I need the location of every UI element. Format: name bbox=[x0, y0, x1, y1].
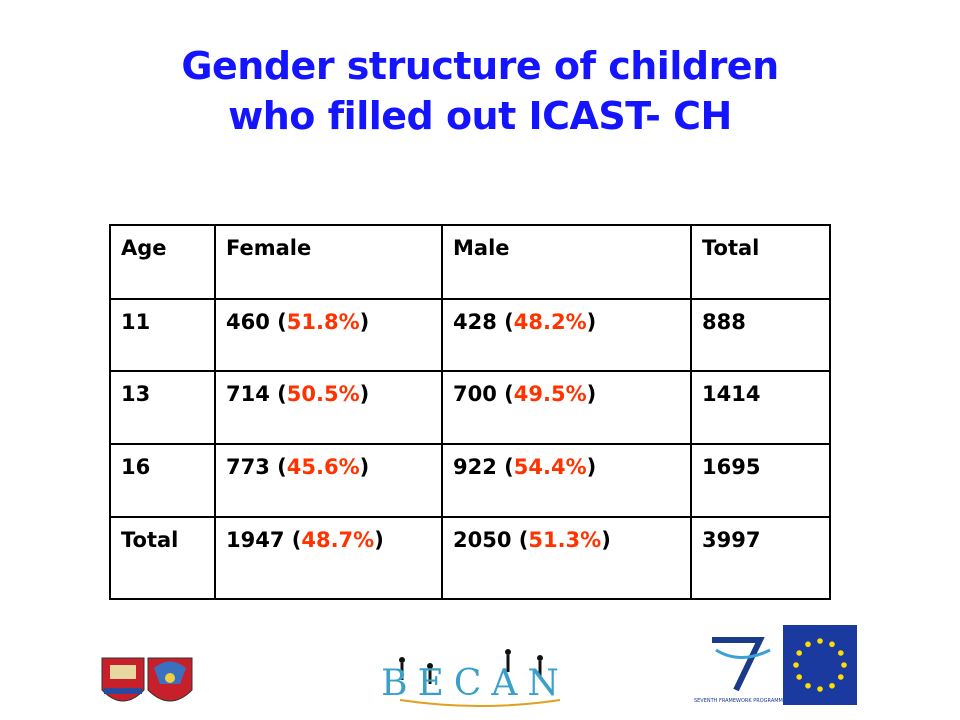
cell-text: Total bbox=[121, 528, 179, 552]
cell-text: 1947 ( bbox=[226, 528, 302, 552]
table-cell: 16 bbox=[109, 443, 216, 518]
header-cell: Age bbox=[109, 224, 216, 300]
percentage: 49.5% bbox=[513, 382, 587, 406]
percentage: 48.2% bbox=[513, 310, 587, 334]
star bbox=[837, 650, 844, 656]
star bbox=[841, 662, 847, 668]
cell-text: 2050 ( bbox=[453, 528, 529, 552]
table-cell: 773 (45.6%) bbox=[214, 443, 443, 518]
cell-text: ) bbox=[374, 528, 384, 552]
table-row: Total 1947 (48.7%) 2050 (51.3%) 3997 bbox=[109, 516, 831, 600]
cell-text: 460 ( bbox=[226, 310, 287, 334]
header-cell: Total bbox=[690, 224, 831, 300]
eu-flag bbox=[783, 625, 857, 705]
table-cell: 11 bbox=[109, 298, 216, 372]
star bbox=[796, 650, 803, 656]
star bbox=[817, 686, 823, 692]
cell-text: 16 bbox=[121, 455, 151, 479]
table-cell: 13 bbox=[109, 370, 216, 445]
fp7-logo bbox=[712, 637, 771, 692]
cell-text: ) bbox=[586, 455, 597, 479]
cell-text: 700 ( bbox=[453, 382, 514, 406]
cell-text: 1695 bbox=[702, 455, 761, 479]
table-cell: 428 (48.2%) bbox=[441, 298, 692, 372]
star bbox=[817, 638, 823, 644]
header-row: Age Female Male Total bbox=[109, 224, 831, 300]
table-cell: 2050 (51.3%) bbox=[441, 516, 692, 600]
percentage: 50.5% bbox=[286, 382, 360, 406]
table-cell: 714 (50.5%) bbox=[214, 370, 443, 445]
cell-text: 922 ( bbox=[453, 455, 514, 479]
cell-text: 773 ( bbox=[226, 455, 287, 479]
cell-text: 11 bbox=[121, 310, 151, 334]
star bbox=[829, 682, 835, 689]
cell-text: ) bbox=[601, 528, 611, 552]
cell-text: ) bbox=[359, 310, 370, 334]
university-shield bbox=[101, 657, 145, 702]
fp7-label: SEVENTH FRAMEWORK PROGRAMME bbox=[694, 698, 786, 704]
table-cell: 1695 bbox=[690, 443, 831, 518]
star bbox=[793, 662, 799, 668]
percentage: 51.3% bbox=[528, 528, 602, 552]
table: Age Female Male Total 11 460 (51.8%) 428 (48.2… bbox=[109, 224, 831, 600]
star bbox=[796, 674, 803, 680]
table-cell: 888 bbox=[690, 298, 831, 372]
table-cell: 1414 bbox=[690, 370, 831, 445]
percentage: 45.6% bbox=[286, 455, 360, 479]
percentage: 51.8% bbox=[286, 310, 360, 334]
star bbox=[805, 682, 811, 689]
cell-text: 428 ( bbox=[453, 310, 514, 334]
becan-figures bbox=[399, 649, 561, 707]
percentage: 48.7% bbox=[301, 528, 375, 552]
header-cell: Male bbox=[441, 224, 692, 300]
cell-text: 714 ( bbox=[226, 382, 287, 406]
city-shield bbox=[147, 657, 193, 702]
table-row: 11 460 (51.8%) 428 (48.2%) 888 bbox=[109, 298, 831, 372]
star bbox=[805, 641, 811, 648]
cell-text: 888 bbox=[702, 310, 746, 334]
header-cell: Female bbox=[214, 224, 443, 300]
star bbox=[829, 641, 835, 648]
cell-text: ) bbox=[359, 455, 370, 479]
cell-text: 13 bbox=[121, 382, 151, 406]
title-line: who filled out ICAST- CH bbox=[228, 94, 732, 138]
table-cell: 3997 bbox=[690, 516, 831, 600]
table-cell: 460 (51.8%) bbox=[214, 298, 443, 372]
table-cell: 922 (54.4%) bbox=[441, 443, 692, 518]
cell-text: ) bbox=[586, 382, 597, 406]
becan-logo: BECAN bbox=[381, 663, 569, 704]
cell-text: 3997 bbox=[702, 528, 761, 552]
table-cell: 700 (49.5%) bbox=[441, 370, 692, 445]
table-cell: 1947 (48.7%) bbox=[214, 516, 443, 600]
star bbox=[837, 674, 844, 680]
table-row: 16 773 (45.6%) 922 (54.4%) 1695 bbox=[109, 443, 831, 518]
cell-text: ) bbox=[586, 310, 597, 334]
cell-text: 1414 bbox=[702, 382, 761, 406]
table-row: 13 714 (50.5%) 700 (49.5%) 1414 bbox=[109, 370, 831, 445]
title-line: Gender structure of children bbox=[181, 44, 779, 88]
table-cell: Total bbox=[109, 516, 216, 600]
percentage: 54.4% bbox=[513, 455, 587, 479]
cell-text: ) bbox=[359, 382, 370, 406]
